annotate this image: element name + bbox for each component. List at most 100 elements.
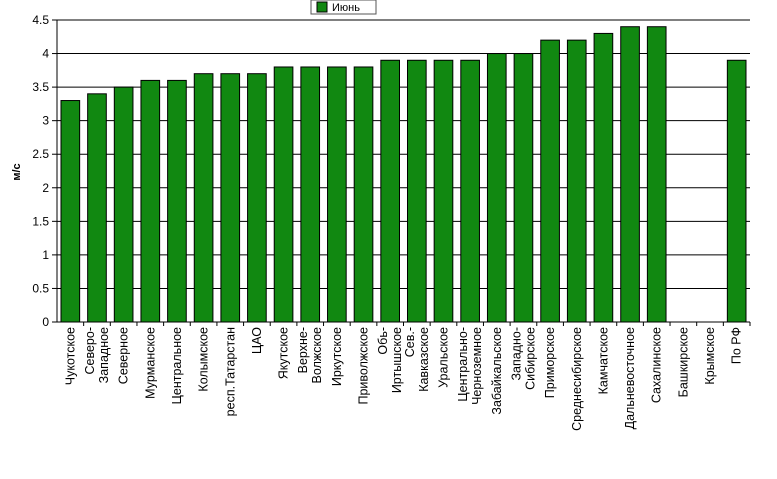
category-label-line: респ.Татарстан: [223, 327, 237, 416]
category-label-line: Западно-: [509, 327, 523, 381]
bar: [646, 26, 667, 323]
bar: [406, 59, 427, 323]
category-label-line: По РФ: [730, 327, 744, 364]
category-label-line: Иртышское: [390, 327, 404, 393]
category-label: ЦАО: [250, 327, 264, 354]
category-label-line: Уральское: [436, 327, 450, 388]
bar: [193, 73, 214, 323]
category-label-line: Среднесибирское: [570, 327, 584, 431]
category-label: Забайкальское: [490, 327, 504, 415]
category-label: Среднесибирское: [570, 327, 584, 431]
bar: [726, 59, 747, 323]
y-axis-title: м/с: [11, 163, 23, 180]
y-tick-label: 2.5: [32, 147, 49, 161]
y-tick-label: 1: [42, 248, 49, 262]
category-label-line: Дальневосточное: [623, 327, 637, 429]
category-label-line: Кавказское: [417, 327, 431, 392]
category-label: Сев.- Кавказское: [403, 327, 431, 392]
legend: Июнь: [310, 0, 377, 15]
bar: [380, 59, 401, 323]
category-label: Северное: [117, 327, 131, 384]
bar: [87, 93, 107, 323]
category-label-line: Центральное: [170, 327, 184, 404]
bar: [273, 66, 294, 323]
category-label-line: Сибирское: [523, 327, 537, 390]
category-label: Сахалинское: [650, 327, 664, 403]
category-label: Обь- Иртышское: [376, 327, 404, 393]
bars: [60, 26, 747, 323]
category-label-line: Приморское: [543, 327, 557, 398]
axes: [56, 20, 751, 326]
category-label-line: Якутское: [277, 327, 291, 379]
bar: [566, 39, 587, 323]
bar: [593, 32, 614, 323]
category-label: респ.Татарстан: [223, 327, 237, 416]
category-label: Приморское: [543, 327, 557, 398]
category-label-line: Северное: [117, 327, 131, 384]
legend-label: Июнь: [332, 2, 360, 14]
category-label: Иркутское: [330, 327, 344, 386]
y-tick-labels: 0 0.5 1 1.5 2 2.5 3 3.5 4 4.5: [32, 13, 49, 329]
y-tick-label: 2: [42, 181, 49, 195]
category-label-line: Камчатское: [596, 327, 610, 394]
y-tick-label: 3: [42, 114, 49, 128]
category-label: Западно- Сибирское: [509, 327, 537, 390]
category-label-line: Центрально-: [456, 327, 470, 402]
bar: [513, 53, 534, 323]
category-label: Дальневосточное: [623, 327, 637, 429]
bar: [620, 26, 640, 323]
category-label-line: Западное: [97, 327, 111, 383]
bar: [60, 100, 81, 323]
category-label-line: Чукотское: [63, 327, 77, 385]
bar: [113, 86, 134, 323]
category-label: Мурманское: [143, 327, 157, 399]
category-label: Камчатское: [596, 327, 610, 394]
category-label-line: Верхне-: [296, 327, 310, 373]
category-label-line: Приволжское: [357, 327, 371, 405]
category-label-line: Крымское: [703, 327, 717, 385]
category-label-line: Волжское: [310, 327, 324, 383]
legend-swatch: [316, 1, 328, 13]
category-label-line: Черноземное: [470, 327, 484, 405]
y-tick-label: 0: [42, 315, 49, 329]
category-label: Чукотское: [63, 327, 77, 385]
y-tick-label: 0.5: [32, 281, 49, 295]
category-label-line: Мурманское: [143, 327, 157, 399]
category-label: Уральское: [436, 327, 450, 388]
category-label-line: ЦАО: [250, 327, 264, 354]
category-label: Центрально- Черноземное: [456, 327, 484, 405]
category-label: Верхне- Волжское: [296, 327, 324, 383]
x-category-labels: Чукотское Северо- Западное Северное Мурманск…: [63, 327, 743, 431]
bar: [247, 73, 267, 323]
category-label: Северо- Западное: [83, 327, 111, 383]
category-label-line: Забайкальское: [490, 327, 504, 415]
category-label: Центральное: [170, 327, 184, 404]
bar: [433, 59, 454, 323]
category-label: Приволжское: [357, 327, 371, 405]
category-label: Крымское: [703, 327, 717, 385]
category-label: Якутское: [277, 327, 291, 379]
category-label-line: Северо-: [83, 327, 97, 375]
bar: [486, 53, 507, 323]
category-label-line: Иркутское: [330, 327, 344, 386]
category-label-line: Сахалинское: [650, 327, 664, 403]
bar: [353, 66, 374, 323]
category-label-line: Колымское: [197, 327, 211, 392]
category-label-line: Обь-: [376, 327, 390, 355]
category-label: Башкирское: [676, 327, 690, 397]
category-label-line: Сев.-: [403, 327, 417, 357]
category-label-line: Башкирское: [676, 327, 690, 397]
bar: [300, 66, 321, 323]
bar: [167, 79, 187, 323]
bar: [540, 39, 560, 323]
category-label: Колымское: [197, 327, 211, 392]
category-label: По РФ: [730, 327, 744, 364]
y-tick-label: 4.5: [32, 13, 49, 27]
y-tick-label: 3.5: [32, 80, 49, 94]
y-tick-label: 4: [42, 47, 49, 61]
bar: [220, 73, 241, 323]
bar: [460, 59, 480, 323]
y-tick-label: 1.5: [32, 214, 49, 228]
bar: [327, 66, 347, 323]
